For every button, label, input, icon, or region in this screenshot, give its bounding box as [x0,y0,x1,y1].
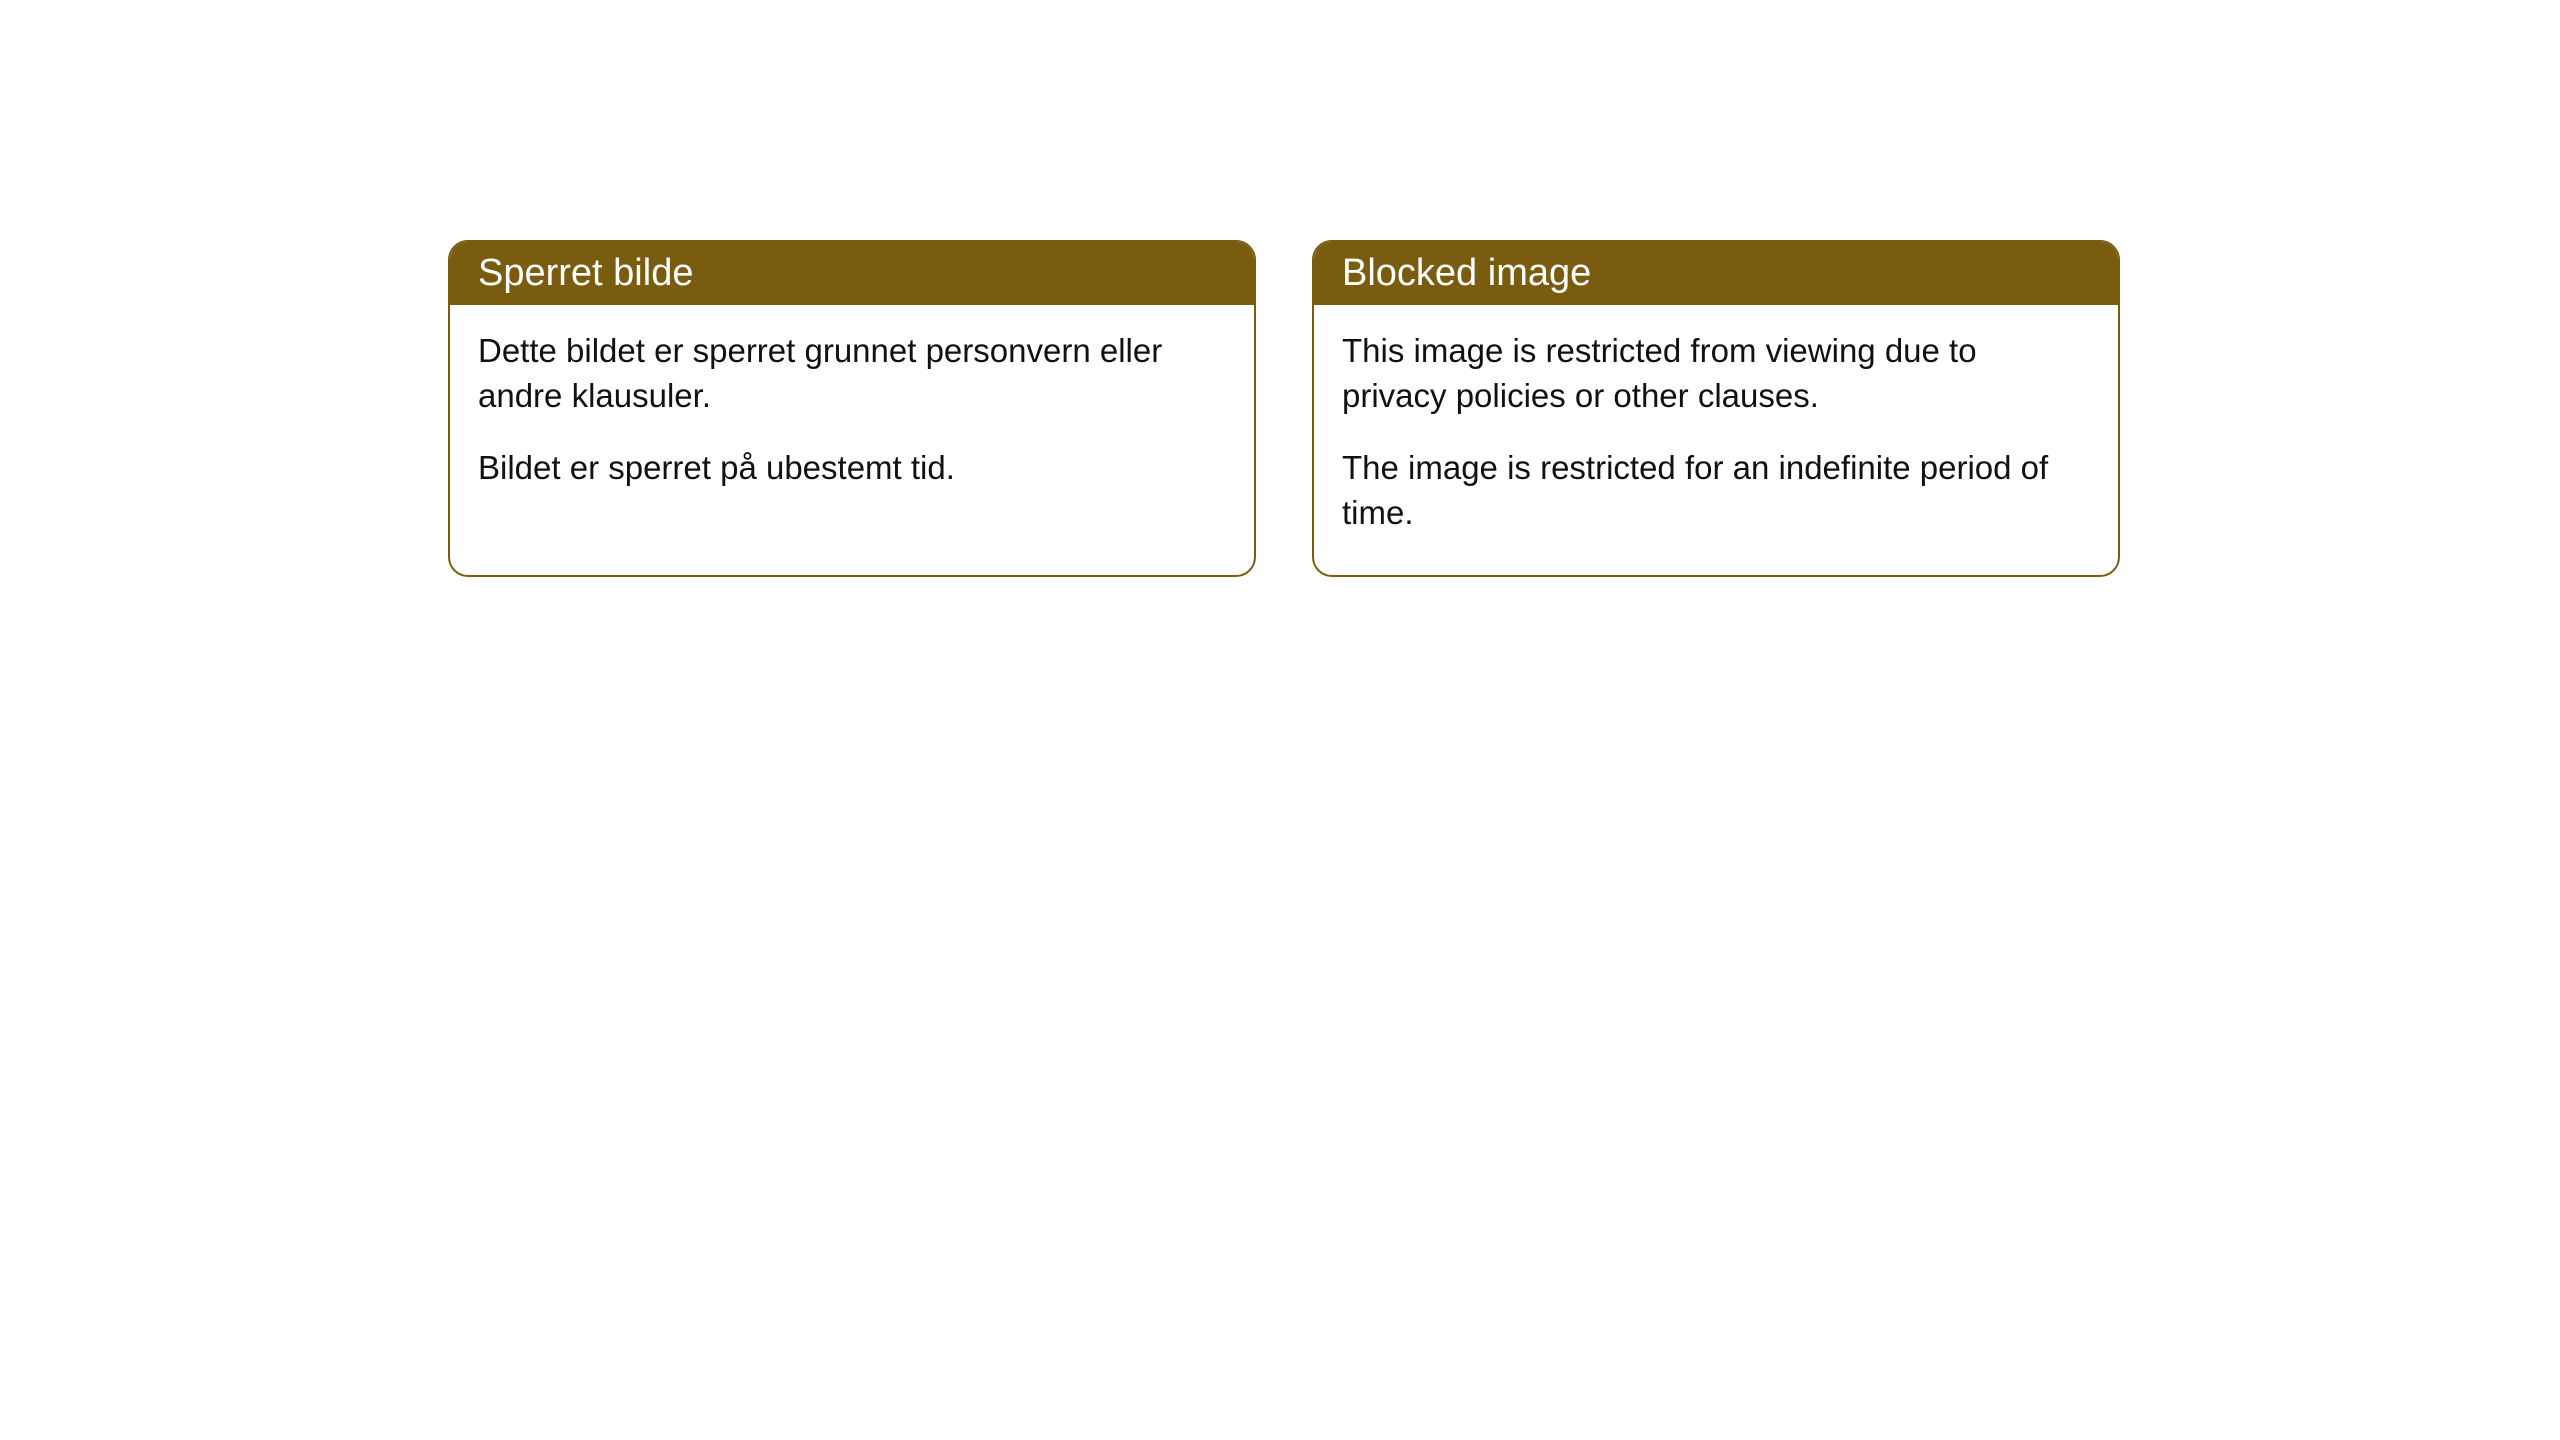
card-title: Blocked image [1342,252,1591,294]
card-header-english: Blocked image [1314,242,2118,305]
card-paragraph-1: This image is restricted from viewing du… [1342,329,2090,418]
card-paragraph-1: Dette bildet er sperret grunnet personve… [478,329,1226,418]
blocked-image-card-english: Blocked image This image is restricted f… [1312,240,2120,577]
card-body-norwegian: Dette bildet er sperret grunnet personve… [450,305,1254,531]
blocked-image-card-norwegian: Sperret bilde Dette bildet er sperret gr… [448,240,1256,577]
card-title: Sperret bilde [478,252,693,294]
card-paragraph-2: Bildet er sperret på ubestemt tid. [478,446,1226,491]
card-body-english: This image is restricted from viewing du… [1314,305,2118,575]
card-header-norwegian: Sperret bilde [450,242,1254,305]
notice-cards-container: Sperret bilde Dette bildet er sperret gr… [448,240,2120,577]
card-paragraph-2: The image is restricted for an indefinit… [1342,446,2090,535]
